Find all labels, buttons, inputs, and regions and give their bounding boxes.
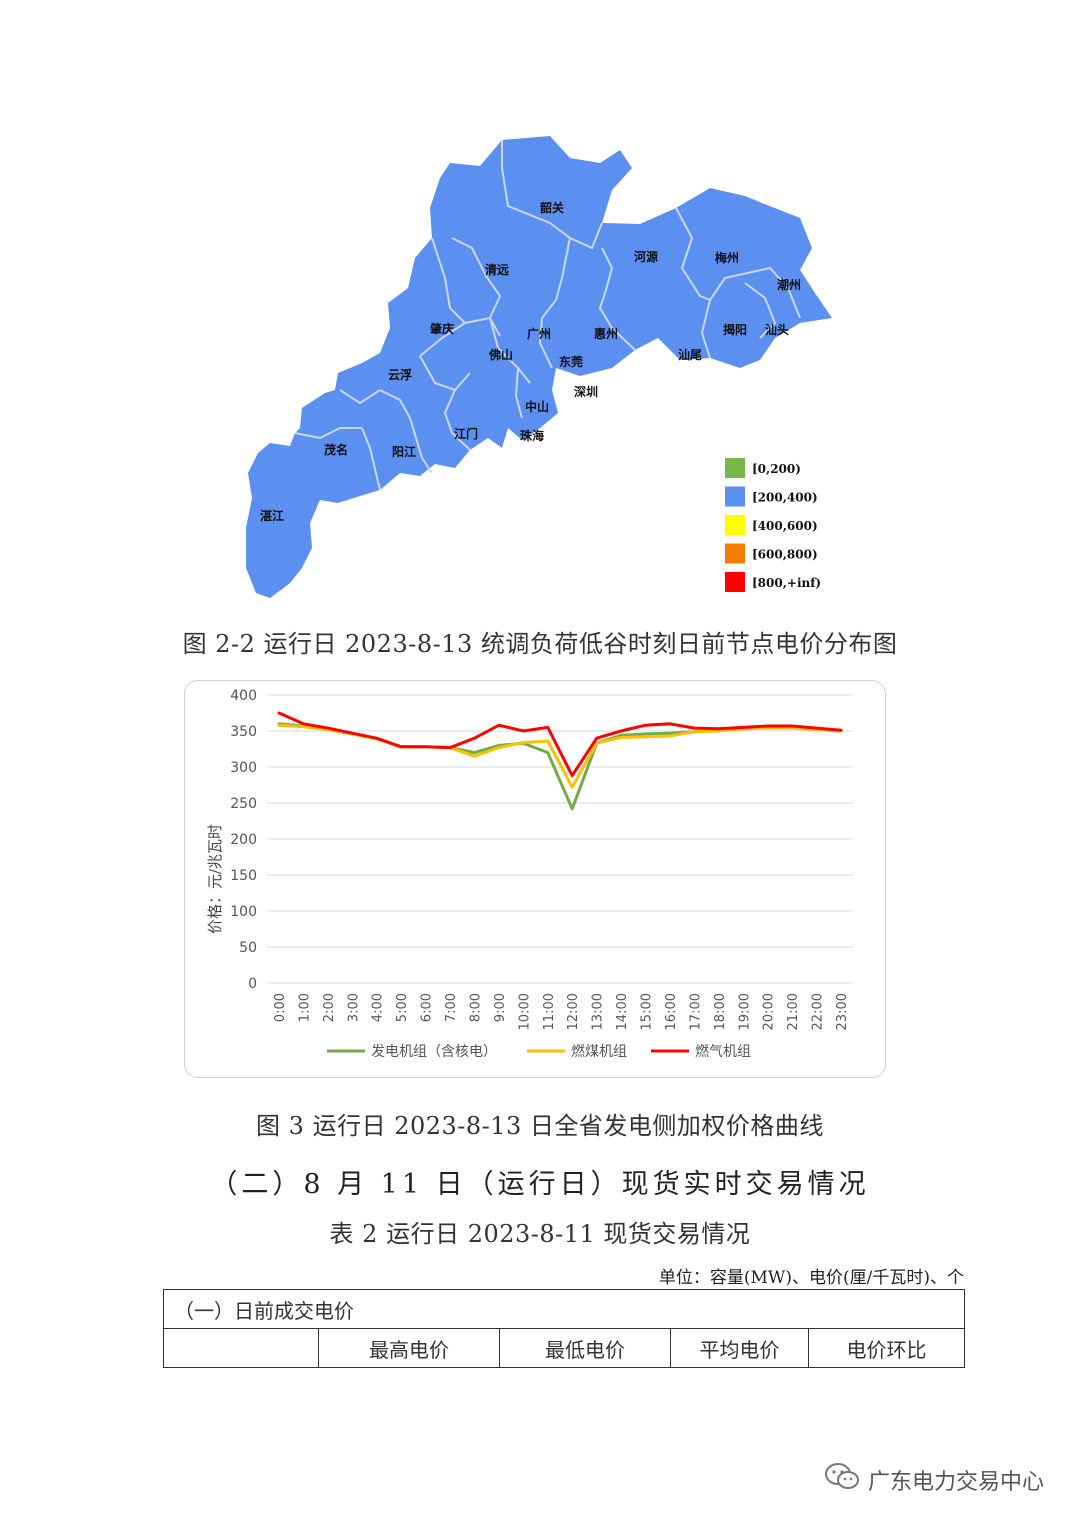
city-label-yangjiang: 阳江 [392, 444, 416, 459]
unit-note: 单位：容量(MW)、电价(厘/千瓦时)、个 [658, 1268, 964, 1288]
city-label-shanwei: 汕尾 [678, 347, 702, 362]
x-tick-label: 1:00 [297, 993, 312, 1022]
chart-gridlines [267, 694, 853, 984]
price-line-chart: 0 50 100 150 200 250 300 350 400 0:00 1:00 2:00 3:0… [206, 688, 853, 1060]
table-header-row: 最高电价 最低电价 平均电价 电价环比 [163, 1328, 965, 1368]
legend-label: [800,+inf) [752, 576, 821, 590]
city-labels: 韶关 清远 河源 梅州 潮州 肇庆 广州 惠州 揭阳 汕头 佛山 东莞 汕尾 云… [260, 200, 801, 523]
y-tick-label: 100 [230, 904, 257, 920]
watermark-text: 广东电力交易中心 [867, 1470, 1044, 1495]
x-tick-label: 17:00 [688, 993, 703, 1030]
city-label-guangzhou: 广州 [527, 326, 551, 341]
y-tick-label: 50 [239, 940, 257, 956]
price-distribution-map: 韶关 清远 河源 梅州 潮州 肇庆 广州 惠州 揭阳 汕头 佛山 东莞 汕尾 云… [240, 128, 840, 608]
chart-y-axis-label: 价格：元/兆瓦时 [206, 824, 224, 934]
y-tick-label: 200 [230, 832, 257, 848]
x-tick-label: 4:00 [371, 993, 386, 1022]
city-label-maoming: 茂名 [324, 442, 348, 457]
city-label-shantou: 汕头 [765, 322, 789, 337]
chart-y-tick-labels: 0 50 100 150 200 250 300 350 400 [230, 688, 257, 992]
guangdong-map-svg: 韶关 清远 河源 梅州 潮州 肇庆 广州 惠州 揭阳 汕头 佛山 东莞 汕尾 云… [246, 136, 832, 598]
legend-label: [200,400) [752, 491, 818, 505]
city-label-zhuhai: 珠海 [520, 428, 544, 443]
x-tick-label: 20:00 [762, 993, 777, 1030]
city-label-heyuan: 河源 [633, 249, 658, 264]
table-header-max-price: 最高电价 [318, 1328, 500, 1368]
legend-label: [0,200) [752, 462, 801, 476]
table-header-min-price: 最低电价 [499, 1328, 671, 1368]
trading-table: （一）日前成交电价 最高电价 最低电价 平均电价 电价环比 [163, 1289, 965, 1368]
city-label-jiangmen: 江门 [454, 426, 478, 441]
series-line-2 [277, 711, 843, 778]
city-label-shaoguan: 韶关 [540, 200, 564, 215]
x-tick-label: 12:00 [566, 993, 581, 1030]
table-header-empty [163, 1328, 319, 1368]
city-label-dongguan: 东莞 [559, 354, 583, 369]
x-tick-label: 7:00 [444, 993, 459, 1022]
x-tick-label: 0:00 [273, 993, 288, 1022]
district-boundaries [294, 140, 801, 491]
chart-legend: 发电机组（含核电） 燃煤机组 燃气机组 [327, 1043, 751, 1060]
table-section-label: （一）日前成交电价 [163, 1289, 965, 1329]
legend-swatch [725, 572, 745, 592]
x-tick-label: 11:00 [542, 993, 557, 1030]
legend-entry-0: 发电机组（含核电） [371, 1044, 497, 1060]
watermark: 广东电力交易中心 [824, 1460, 1044, 1500]
x-tick-label: 14:00 [615, 993, 630, 1030]
legend-swatch [725, 543, 745, 564]
x-tick-label: 15:00 [640, 993, 655, 1030]
city-label-meizhou: 梅州 [715, 250, 739, 265]
y-tick-label: 250 [230, 796, 257, 812]
x-tick-label: 9:00 [493, 993, 508, 1022]
x-tick-label: 23:00 [835, 993, 850, 1030]
legend-entry-1: 燃煤机组 [571, 1043, 627, 1060]
province-shape [246, 136, 832, 598]
legend-entry-2: 燃气机组 [695, 1043, 751, 1060]
x-tick-label: 21:00 [786, 993, 801, 1030]
x-tick-label: 2:00 [322, 993, 337, 1022]
x-tick-label: 22:00 [811, 993, 826, 1030]
city-label-shenzhen: 深圳 [574, 384, 598, 399]
x-tick-label: 19:00 [737, 993, 752, 1030]
city-label-yunfu: 云浮 [388, 367, 412, 382]
chart-caption: 图 3 运行日 2023-8-13 日全省发电侧加权价格曲线 [256, 1112, 824, 1140]
city-label-zhongshan: 中山 [525, 399, 549, 414]
x-tick-label: 5:00 [395, 993, 410, 1022]
city-label-qingyuan: 清远 [485, 262, 509, 277]
y-tick-label: 150 [230, 868, 257, 884]
map-legend: [0,200) [200,400) [400,600) [600,800) [800,+… [725, 458, 821, 592]
city-label-foshan: 佛山 [488, 347, 513, 362]
wechat-icon [824, 1462, 860, 1498]
city-label-jieyang: 揭阳 [723, 322, 747, 337]
x-tick-label: 10:00 [517, 993, 532, 1030]
x-tick-label: 18:00 [713, 993, 728, 1030]
chart-series-lines [277, 711, 843, 811]
legend-swatch [725, 458, 745, 478]
price-chart-frame: 0 50 100 150 200 250 300 350 400 0:00 1:00 2:00 3:0… [184, 680, 886, 1078]
table-header-avg-price: 平均电价 [670, 1328, 809, 1368]
table-title: 表 2 运行日 2023-8-11 现货交易情况 [329, 1220, 751, 1248]
y-tick-label: 400 [230, 688, 257, 704]
y-tick-label: 300 [230, 760, 257, 776]
table-row: （一）日前成交电价 [163, 1289, 965, 1329]
y-tick-label: 350 [230, 724, 257, 740]
city-label-huizhou: 惠州 [594, 326, 618, 341]
legend-label: [600,800) [752, 548, 818, 562]
x-tick-label: 3:00 [346, 993, 361, 1022]
city-label-zhaoqing: 肇庆 [430, 321, 454, 336]
section-heading: （二）8 月 11 日（运行日）现货实时交易情况 [210, 1169, 870, 1200]
y-tick-label: 0 [248, 976, 257, 992]
x-tick-label: 8:00 [468, 993, 483, 1022]
city-label-chaozhou: 潮州 [777, 277, 801, 292]
legend-label: [400,600) [752, 519, 818, 533]
x-tick-label: 6:00 [420, 993, 435, 1022]
x-tick-label: 16:00 [664, 993, 679, 1030]
x-tick-label: 13:00 [591, 993, 606, 1030]
map-caption: 图 2-2 运行日 2023-8-13 统调负荷低谷时刻日前节点电价分布图 [182, 630, 898, 658]
city-label-zhanjiang: 湛江 [260, 508, 284, 523]
legend-swatch [725, 486, 745, 507]
chart-x-tick-labels: 0:00 1:00 2:00 3:00 4:00 5:00 6:00 7:00 8:00 9:00… [273, 993, 850, 1030]
legend-swatch [725, 515, 745, 535]
table-header-price-change: 电价环比 [808, 1328, 965, 1368]
